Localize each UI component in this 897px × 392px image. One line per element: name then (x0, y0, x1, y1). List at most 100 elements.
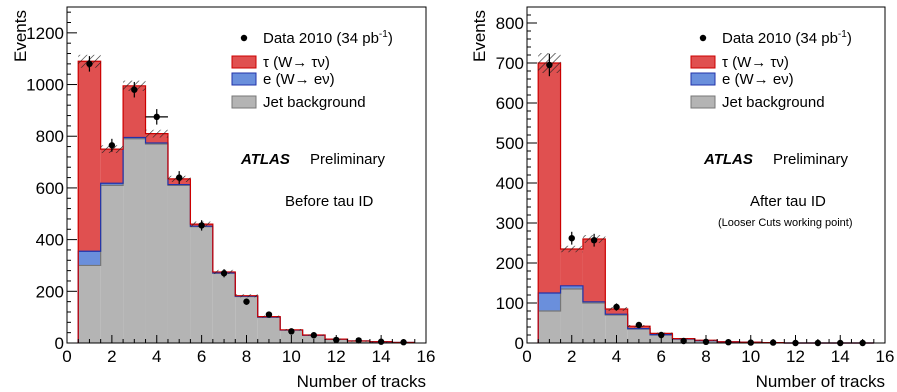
x-tick-label: 2 (107, 347, 116, 366)
x-axis-label: Number of tracks (297, 372, 426, 391)
data-point-5 (635, 321, 643, 329)
legend-swatch-electron (690, 72, 716, 86)
bar-e-bin-2 (560, 285, 583, 289)
legend-label-jet: Jet background (722, 94, 825, 111)
x-tick-label: 6 (657, 347, 666, 366)
data-point-7 (220, 270, 228, 277)
y-tick-label: 1000 (26, 76, 64, 95)
bar-jet-bin-2 (100, 185, 124, 343)
bar-τ-bin-3 (582, 239, 606, 302)
data-point-9 (265, 311, 273, 318)
bar-jet-bin-8 (235, 296, 258, 343)
bar-e-bin-2 (100, 183, 124, 186)
bar-e-bin-1 (538, 293, 561, 311)
legend-label-jet: Jet background (263, 94, 366, 111)
bar-jet-bin-3 (582, 303, 606, 343)
chart-panel-after-tau-id: 0 2 4 6 8 10 12 14 16 0 100 200 300 400 500 600 700 800 N… (470, 6, 895, 391)
selection-note: After tau ID (750, 193, 826, 210)
x-tick-label: 8 (701, 347, 710, 366)
y-tick-label: 600 (36, 179, 64, 198)
bar-jet-bin-6 (190, 226, 213, 343)
atlas-label: ATLAS (703, 151, 753, 168)
legend-label-electron: e (W→ eν) (722, 71, 794, 88)
data-point-1 (546, 61, 553, 69)
legend: Data 2010 (34 pb-1) τ (W→ τν) e (W→ eν) … (690, 29, 852, 111)
preliminary-label: Preliminary (310, 151, 386, 168)
y-tick-label: 1200 (26, 24, 64, 43)
data-point-2 (568, 235, 575, 242)
data-point-11 (310, 332, 318, 339)
bar-τ-bin-2 (560, 249, 583, 286)
x-tick-label: 2 (567, 347, 576, 366)
uncertainty-band-bin-2 (560, 245, 583, 253)
legend-swatch-jet (231, 95, 257, 109)
bar-jet-bin-1 (78, 265, 101, 343)
data-point-2 (108, 142, 116, 149)
data-point-3 (590, 237, 598, 244)
x-tick-label: 4 (612, 347, 621, 366)
x-tick-label: 12 (327, 347, 346, 366)
data-point-4 (153, 113, 160, 121)
data-point-1 (86, 60, 93, 68)
bar-τ-bin-1 (78, 61, 101, 252)
y-tick-label: 400 (496, 174, 524, 193)
data-point-8 (243, 298, 250, 305)
x-tick-label: 10 (282, 347, 301, 366)
bar-e-bin-1 (78, 251, 101, 266)
legend-swatch-tau (690, 55, 716, 69)
x-tick-label: 8 (242, 347, 251, 366)
bar-jet-bin-3 (123, 138, 146, 343)
bar-e-bin-3 (123, 137, 146, 139)
data-point-5 (175, 174, 183, 181)
legend-marker-data (240, 34, 248, 42)
x-tick-label: 0 (62, 347, 71, 366)
data-point-10 (288, 328, 295, 335)
data-point-6 (198, 222, 205, 229)
x-tick-label: 14 (831, 347, 850, 366)
uncertainty-band-bin-4 (145, 129, 168, 138)
bar-jet-bin-4 (605, 315, 628, 343)
bar-jet-bin-1 (538, 311, 561, 343)
y-tick-label: 500 (496, 134, 524, 153)
bar-jet-bin-5 (167, 185, 191, 343)
x-tick-label: 0 (522, 347, 531, 366)
preliminary-label: Preliminary (773, 151, 849, 168)
legend-swatch-jet (690, 95, 716, 109)
legend-swatch-electron (231, 72, 257, 86)
legend-label-tau: τ (W→ τν) (263, 54, 330, 71)
y-tick-label: 0 (515, 334, 524, 353)
x-axis-label: Number of tracks (756, 372, 885, 391)
data-point-4 (613, 303, 620, 311)
y-tick-label: 200 (36, 282, 64, 301)
legend-label-tau: τ (W→ τν) (722, 54, 789, 71)
legend-marker-data (699, 34, 707, 42)
bar-τ-bin-3 (123, 85, 146, 138)
x-tick-label: 6 (197, 347, 206, 366)
y-axis-label: Events (470, 10, 489, 62)
bar-τ-bin-1 (538, 63, 561, 293)
bar-τ-bin-2 (100, 149, 124, 184)
atlas-label: ATLAS (240, 151, 290, 168)
x-tick-label: 14 (372, 347, 391, 366)
data-point-3 (131, 86, 138, 93)
y-tick-label: 800 (496, 14, 524, 33)
y-axis-label: Events (11, 10, 30, 62)
working-point-note: (Looser Cuts working point) (718, 217, 853, 229)
legend-label-electron: e (W→ eν) (263, 71, 335, 88)
uncertainty-band-bin-8 (235, 294, 258, 298)
bar-τ-bin-4 (145, 133, 168, 143)
selection-note: Before tau ID (285, 193, 374, 210)
y-tick-label: 600 (496, 94, 524, 113)
y-tick-label: 200 (496, 254, 524, 273)
x-tick-label: 10 (741, 347, 760, 366)
legend: Data 2010 (34 pb-1) τ (W→ τν) e (W→ eν) … (231, 29, 393, 111)
y-tick-label: 300 (496, 214, 524, 233)
legend-label-data: Data 2010 (34 pb-1) (722, 29, 852, 47)
y-tick-label: 100 (496, 294, 524, 313)
bar-jet-bin-7 (212, 273, 236, 343)
legend-label-data: Data 2010 (34 pb-1) (263, 29, 393, 47)
x-tick-label: 16 (876, 347, 895, 366)
bar-jet-bin-4 (145, 143, 168, 343)
chart-panel-before-tau-id: 0 2 4 6 8 10 12 14 16 0 200 400 600 800 1000 1200 Numbe… (11, 6, 435, 391)
